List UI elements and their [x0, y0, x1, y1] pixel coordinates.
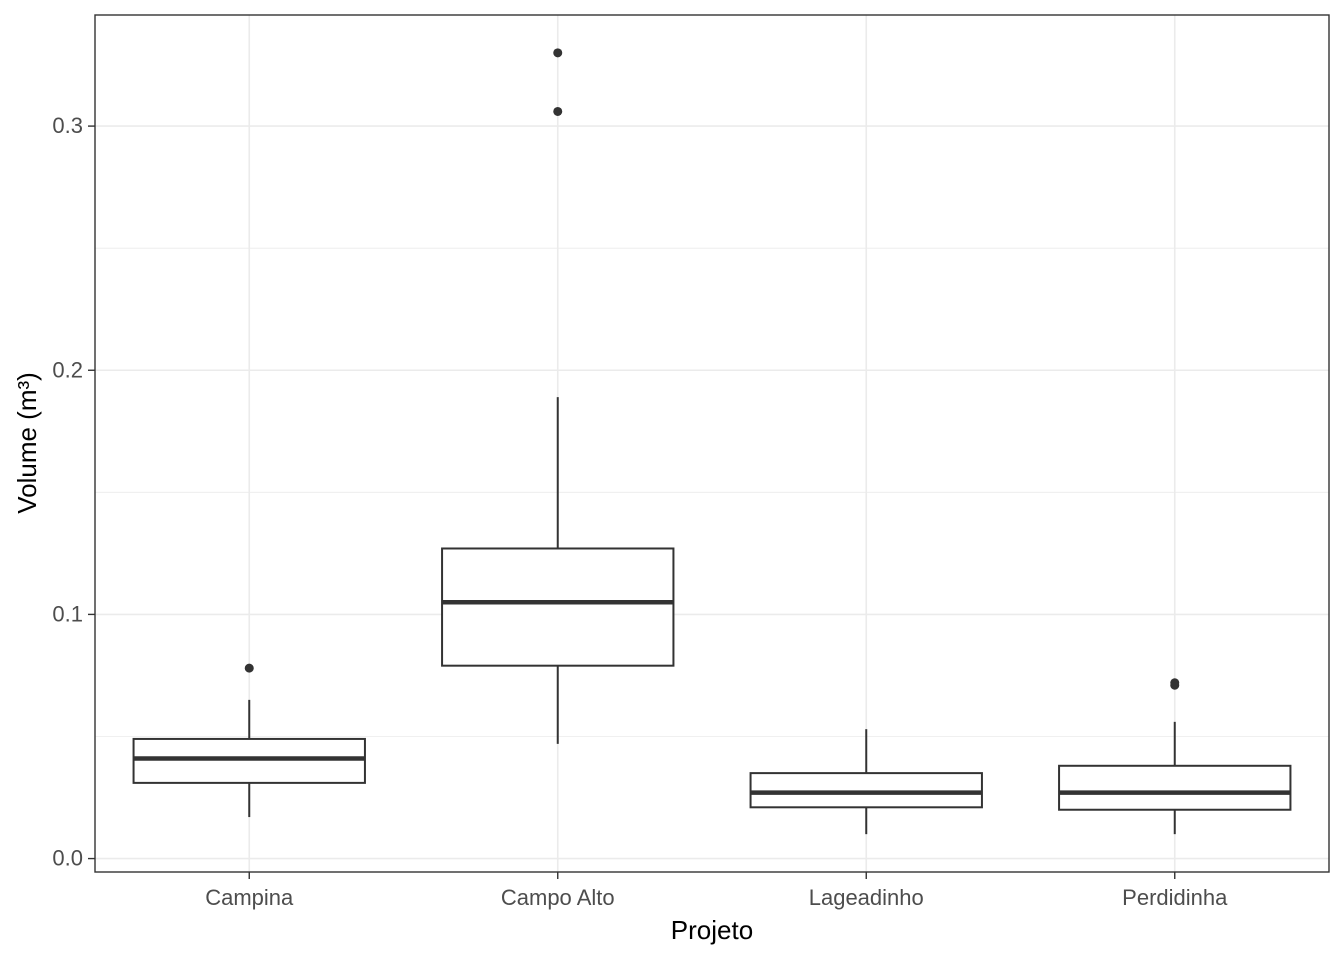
outlier-point: [244, 663, 254, 673]
box-layer: [132, 48, 1292, 835]
box-iqr: [132, 737, 366, 784]
x-tick-label: Campo Alto: [501, 885, 615, 910]
x-tick-label: Lageadinho: [809, 885, 924, 910]
outlier-point: [1170, 678, 1180, 688]
axes: 0.0 0.1 0.2 0.3 Campina Campo Alto Lageadinho P…: [52, 113, 1228, 910]
box-iqr: [441, 547, 675, 667]
x-tick-label: Perdidinha: [1122, 885, 1228, 910]
panel-background: [95, 15, 1329, 872]
y-axis-title: Volume (m³): [12, 372, 42, 514]
y-tick-label: 0.1: [52, 601, 83, 626]
panel-border: [94, 14, 1330, 873]
x-tick-label: Campina: [205, 885, 294, 910]
outlier-point: [553, 106, 563, 116]
x-axis-title: Projeto: [671, 915, 753, 945]
y-tick-label: 0.0: [52, 846, 83, 871]
y-tick-label: 0.2: [52, 357, 83, 382]
box-iqr: [1058, 764, 1292, 811]
outlier-point: [553, 48, 563, 58]
y-tick-label: 0.3: [52, 113, 83, 138]
box-iqr: [749, 772, 983, 809]
